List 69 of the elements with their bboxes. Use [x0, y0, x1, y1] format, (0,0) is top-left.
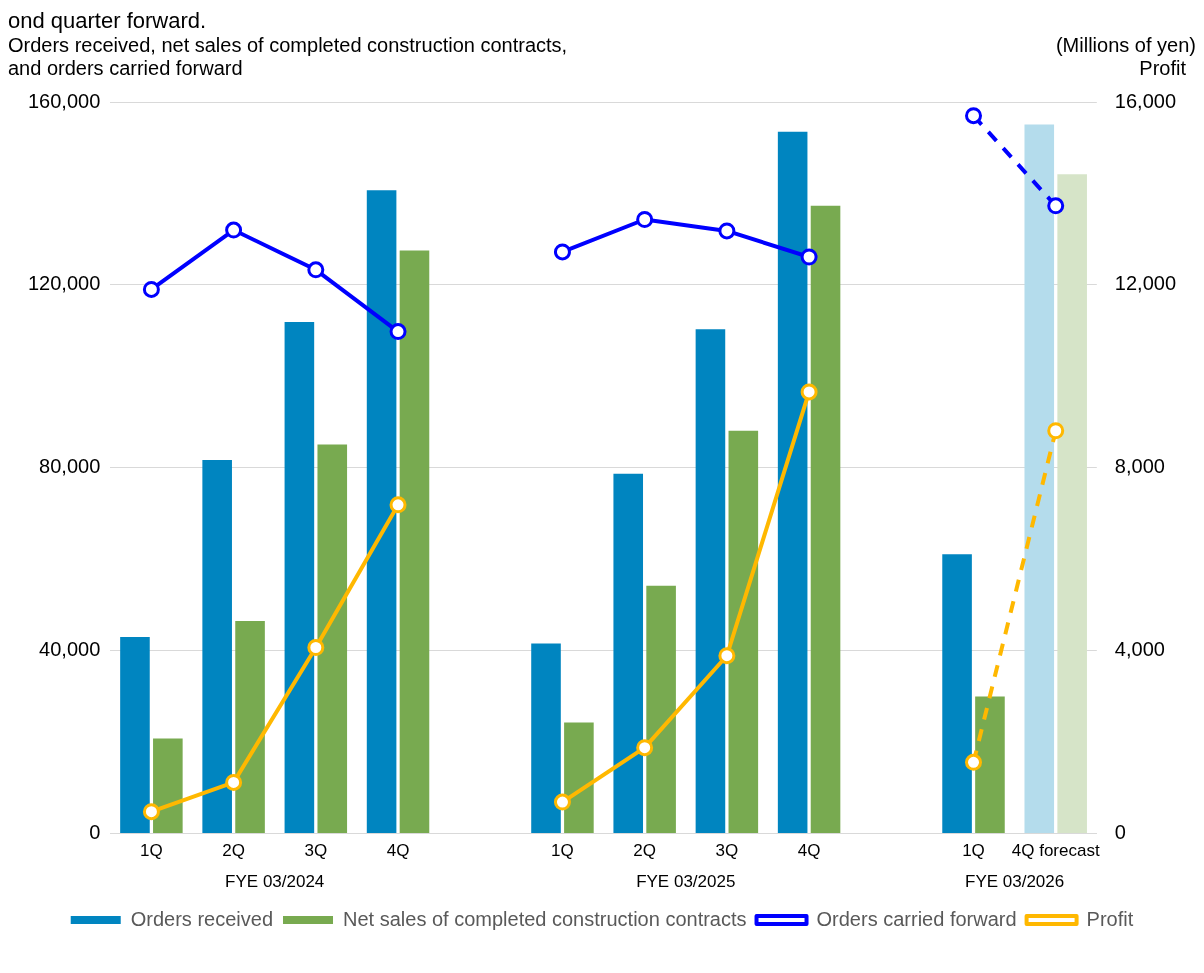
legend-label: Profit [1086, 907, 1134, 930]
bar [613, 473, 644, 834]
bar [284, 321, 315, 834]
legend-label: Orders received [130, 907, 274, 930]
y-tick-label: 160,000 [28, 89, 101, 112]
y2-tick-label: 0 [1114, 821, 1126, 844]
bar [777, 131, 808, 834]
point [225, 773, 243, 791]
x-tick-label: 1Q [962, 841, 985, 861]
bar [366, 190, 397, 834]
chart-subtitle: ond quarter forward. [8, 8, 208, 34]
point [142, 803, 160, 821]
x-tick-label: 3Q [715, 841, 739, 861]
y2-tick-label: 4,000 [1114, 638, 1165, 661]
point [718, 647, 736, 665]
x-tick-label: 4Q [386, 841, 410, 861]
point [718, 222, 736, 240]
y2-axis-title: Profit [1138, 57, 1187, 80]
point [636, 739, 654, 757]
legend-label: Orders carried forward [816, 907, 1017, 930]
point [553, 793, 571, 811]
bar [399, 250, 430, 834]
x-tick-label: 2Q [222, 841, 245, 861]
y-tick-label: 120,000 [28, 272, 101, 295]
y2-tick-label: 12,000 [1114, 272, 1176, 295]
y-axis-title: Orders received, net sales of completed construction contracts, and orders carried forward [8, 34, 568, 80]
x-tick-label: 4Q forecast [1011, 841, 1100, 861]
x-tick-label: 2Q [633, 841, 657, 861]
point [1047, 422, 1065, 440]
point [307, 639, 325, 656]
bar [235, 620, 265, 834]
bar [810, 205, 841, 834]
bar [202, 460, 232, 834]
x-tick-label: 3Q [304, 841, 328, 861]
y2-tick-label: 8,000 [1114, 455, 1165, 478]
x-tick-label: 4Q [797, 841, 821, 861]
bar [317, 444, 348, 834]
y2-tick-label: 16,000 [1114, 89, 1176, 112]
bar [120, 636, 150, 834]
y-tick-label: 0 [89, 821, 101, 844]
bar [728, 430, 759, 834]
bar [153, 738, 183, 834]
point [800, 248, 818, 266]
point [307, 261, 325, 279]
bar [1057, 174, 1087, 834]
point [142, 280, 160, 298]
point [965, 753, 983, 771]
point [1047, 197, 1065, 215]
bar [564, 722, 594, 834]
point [389, 496, 407, 514]
point [225, 221, 243, 239]
y-tick-label: 40,000 [39, 638, 101, 661]
bar [695, 329, 726, 834]
point [553, 243, 571, 261]
text: FYE 03/2024 [225, 871, 325, 891]
point [800, 383, 818, 401]
x-tick-label: 1Q [140, 841, 163, 861]
point [965, 107, 983, 125]
text: (Millions of yen) [1055, 34, 1196, 57]
text: FYE 03/2026 [964, 871, 1065, 891]
bar [646, 585, 676, 834]
point [636, 211, 654, 229]
text: FYE 03/2025 [636, 871, 736, 891]
y-tick-label: 80,000 [39, 455, 101, 478]
bar [531, 643, 561, 834]
bar [975, 696, 1005, 834]
point [389, 323, 407, 341]
legend-label: Net sales of completed construction contracts [343, 907, 747, 930]
x-tick-label: 1Q [551, 841, 574, 861]
